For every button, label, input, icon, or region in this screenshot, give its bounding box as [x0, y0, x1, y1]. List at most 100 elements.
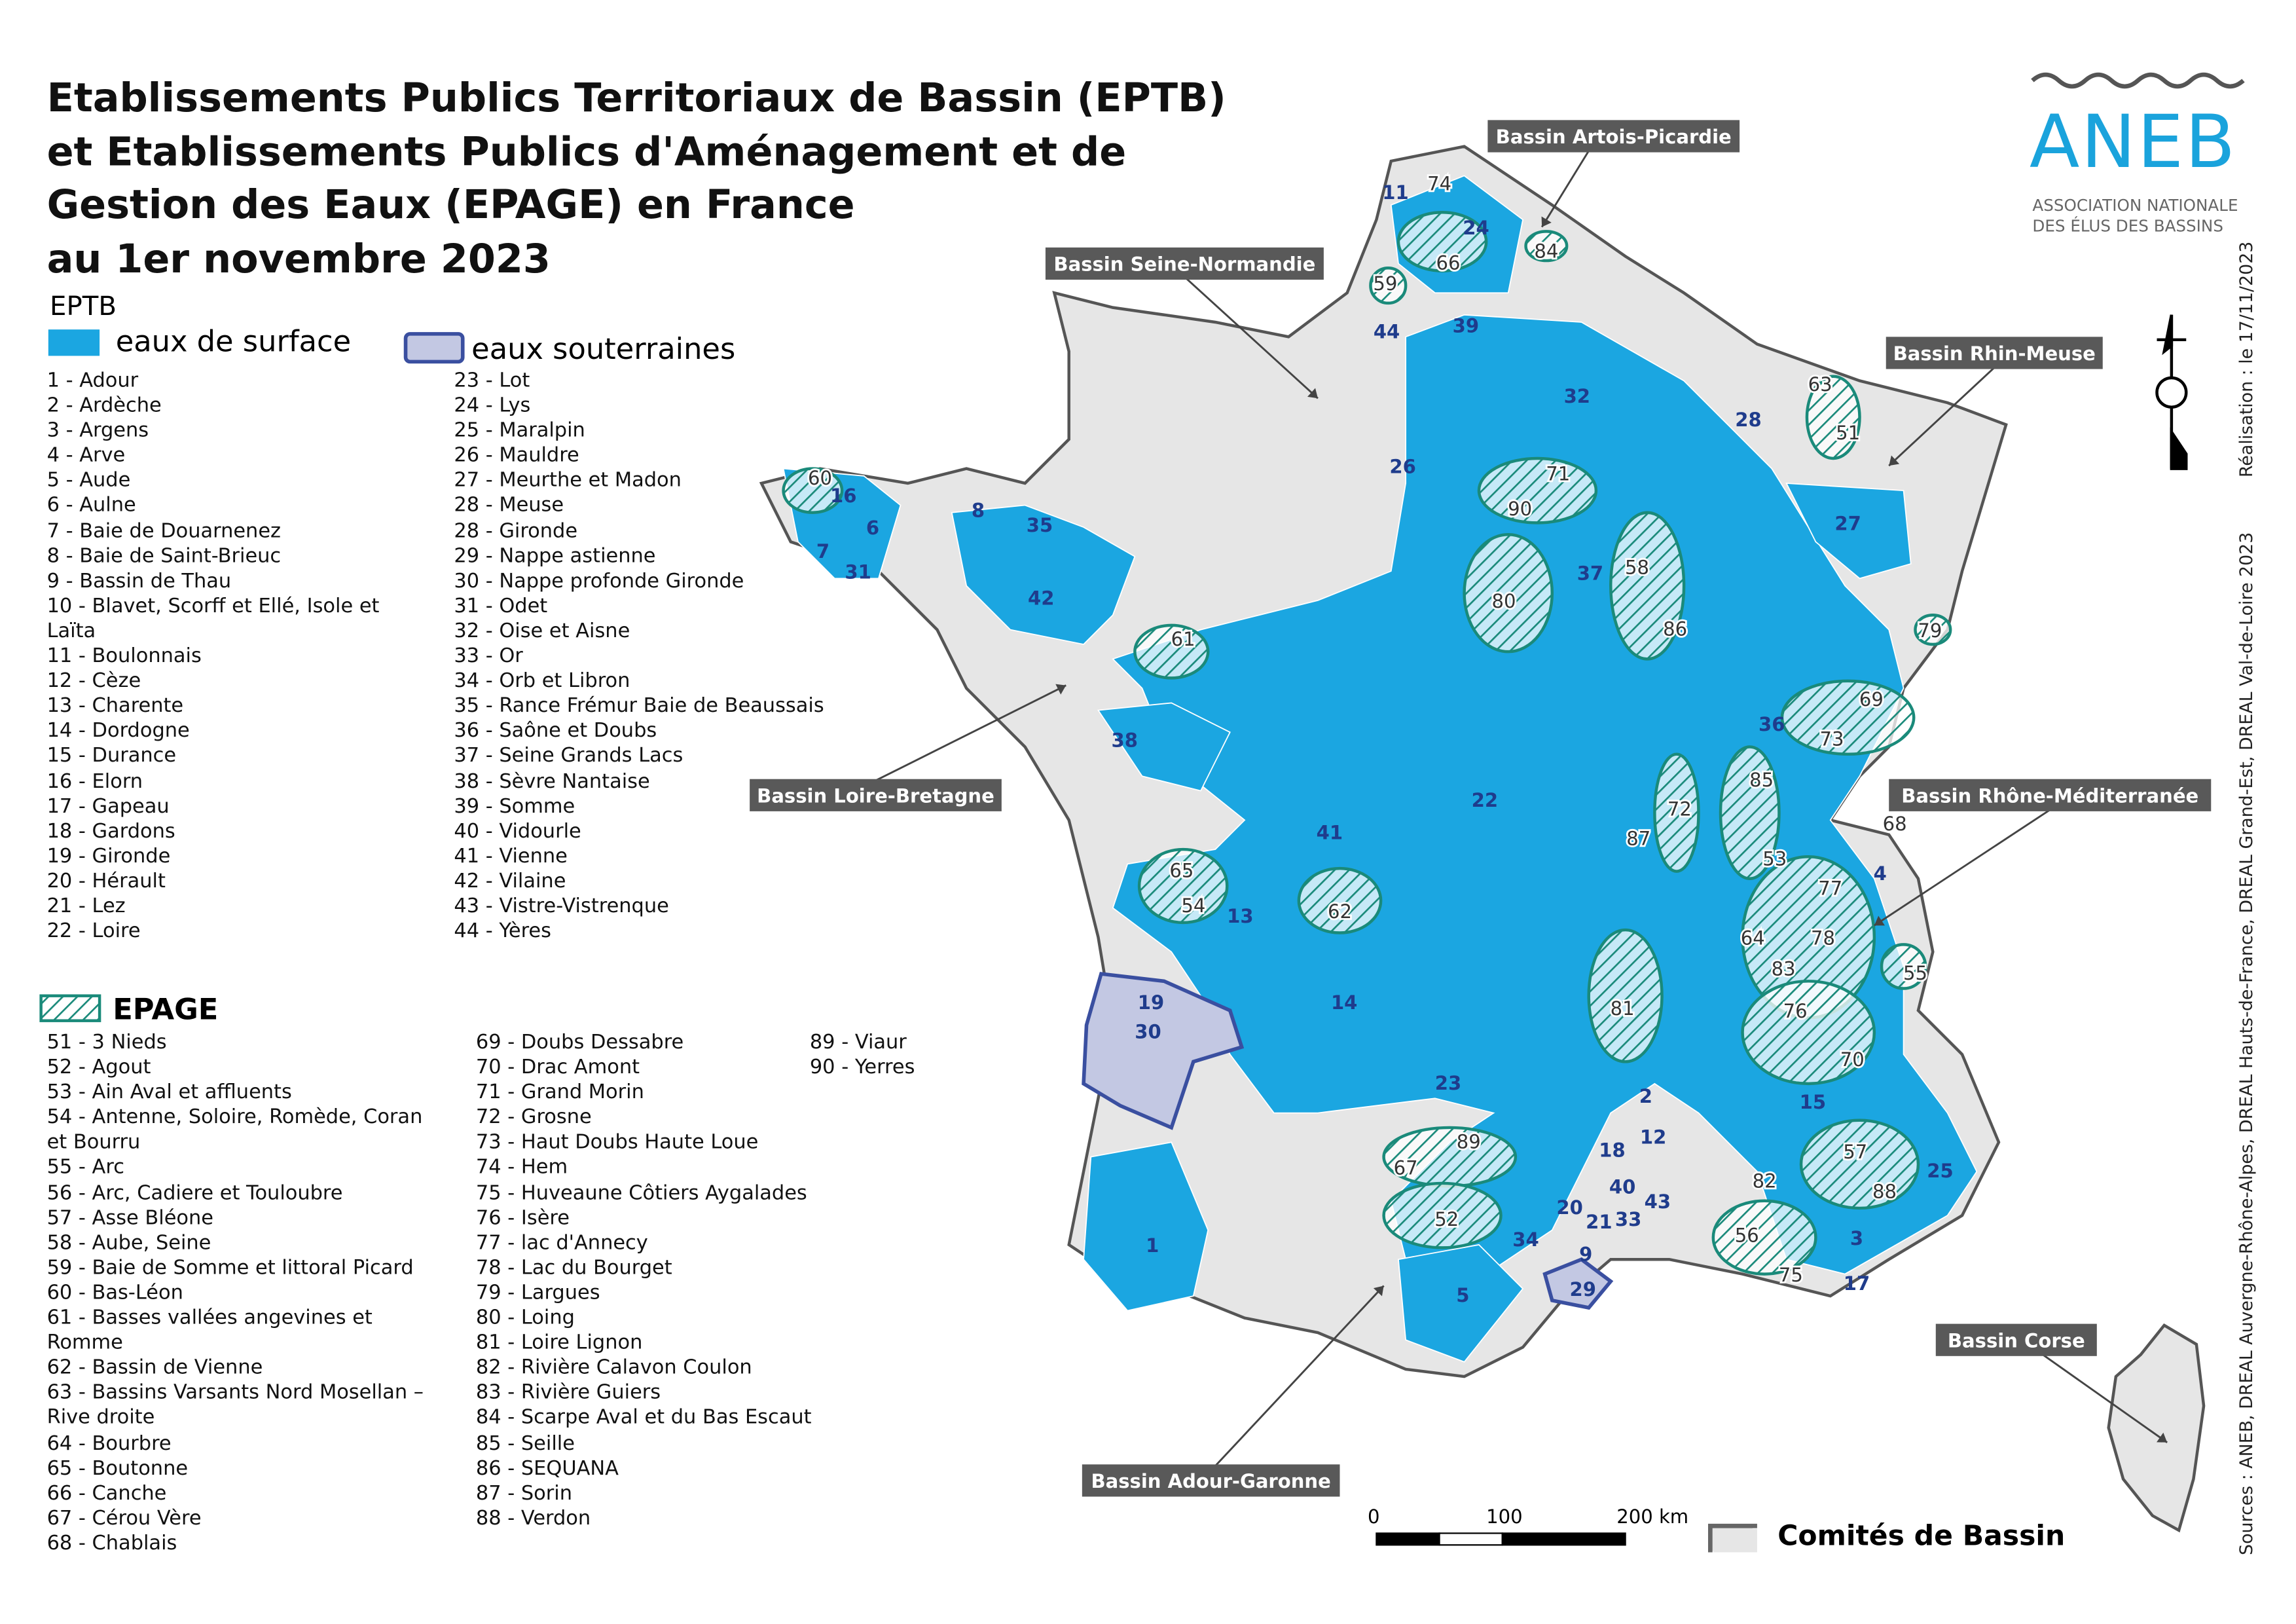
logo-sub: ASSOCIATION NATIONALE DES ÉLUS DES BASSI… [2032, 196, 2238, 236]
map-label: 2 [1639, 1085, 1652, 1107]
legend-item: 57 - Asse Bléone [46, 1206, 214, 1230]
map-label: 27 [1834, 513, 1861, 535]
legend-item: 19 - Gironde [46, 844, 171, 868]
legend-item: 56 - Arc, Cadiere et Touloubre [46, 1181, 343, 1205]
map-label: 14 [1331, 991, 1357, 1014]
legend-item: 15 - Durance [46, 744, 177, 768]
map-label: 79 [1918, 619, 1942, 642]
map-label: 25 [1927, 1160, 1953, 1182]
map-label: 38 [1111, 729, 1137, 752]
legend-item: 75 - Huveaune Côtiers Aygalades [475, 1181, 807, 1205]
map-label: 54 [1181, 895, 1205, 917]
legend-item: 1 - Adour [46, 369, 139, 393]
legend-item: 30 - Nappe profonde Gironde [454, 569, 744, 593]
map-label: 20 [1556, 1196, 1582, 1219]
map-label: 40 [1609, 1176, 1635, 1198]
legend-item: 82 - Rivière Calavon Coulon [475, 1356, 752, 1380]
epage-list: 51 - 3 Nieds 52 - Agout 53 - Ain Aval et a… [47, 1031, 445, 1557]
logo-waves [2031, 72, 2245, 89]
map-label: 52 [1434, 1208, 1459, 1230]
map-label: 76 [1783, 1000, 1808, 1022]
map-label: 31 [845, 561, 871, 583]
legend-item: 16 - Elorn [46, 769, 143, 793]
map-label: 90 [1508, 498, 1532, 520]
map-label: 85 [1749, 769, 1774, 791]
callout-arrow [1874, 915, 1885, 926]
map-label: 19 [1138, 991, 1164, 1014]
map-label: 3 [1850, 1227, 1863, 1249]
legend-item: 22 - Loire [46, 919, 141, 944]
legend-item: 73 - Haut Doubs Haute Loue [475, 1131, 759, 1155]
callout-line [2042, 1354, 2168, 1443]
map-label: 8 [972, 499, 985, 521]
callout-box [1889, 779, 2212, 811]
map-label: 53 [1762, 848, 1787, 870]
callout-box [1886, 337, 2103, 369]
scale-label: 0 [1367, 1507, 1380, 1529]
legend-item: 78 - Lac du Bourget [475, 1256, 672, 1280]
map-label: 82 [1753, 1170, 1777, 1192]
callout-line [1214, 1285, 1385, 1467]
epage-list: 89 - Viaur 90 - Yerres [810, 1031, 985, 1080]
legend-surface: eaux de surface [115, 323, 352, 359]
legend-item: 18 - Gardons [46, 819, 175, 843]
map-label: 17 [1844, 1272, 1870, 1295]
map-label: 60 [808, 467, 832, 489]
legend-item: 12 - Cèze [46, 669, 141, 693]
map-label: 29 [1570, 1278, 1596, 1301]
legend-item: 66 - Canche [46, 1481, 167, 1505]
legend-item: 43 - Vistre-Vistrenque [454, 895, 669, 919]
legend-item: 38 - Sèvre Nantaise [454, 769, 650, 793]
credit: Réalisation : le 17/11/2023 [2236, 241, 2257, 478]
scale-label: 100 [1486, 1507, 1523, 1529]
legend-item: 77 - lac d'Annecy [475, 1231, 648, 1255]
legend-item: 44 - Yères [454, 919, 551, 944]
legend-item: 59 - Baie de Somme et littoral Picard [46, 1256, 414, 1280]
legend-item: 11 - Boulonnais [46, 644, 202, 668]
map-label: 7 [816, 540, 829, 563]
legend-item: 34 - Orb et Libron [454, 669, 630, 693]
map-label: 42 [1028, 587, 1054, 610]
legend-item: 62 - Bassin de Vienne [46, 1356, 263, 1380]
corsica [2107, 1323, 2206, 1533]
legend-item: 71 - Grand Morin [475, 1080, 644, 1105]
legend-item: 3 - Argens [46, 419, 149, 443]
eptb-ground [1082, 972, 1245, 1130]
legend-surface-swatch [48, 329, 100, 356]
map-label: 51 [1836, 422, 1860, 444]
map-label: 1 [1146, 1234, 1159, 1257]
callout-arrow [1373, 1285, 1384, 1297]
eptb-heading: EPTB [50, 291, 117, 322]
epage-list: 69 - Doubs Dessabre 70 - Drac Amont 71 - G… [476, 1031, 812, 1532]
legend-item: 70 - Drac Amont [475, 1056, 640, 1080]
legend-item: 20 - Hérault [46, 870, 166, 893]
callout-box [750, 779, 1002, 811]
callout-box [1487, 120, 1740, 153]
map-label: 71 [1546, 463, 1570, 485]
legend-ground-swatch [403, 332, 465, 364]
map-label: 37 [1577, 563, 1603, 585]
legend-item: 25 - Maralpin [454, 419, 585, 443]
callout-line [1540, 150, 1590, 228]
map-label: 36 [1758, 713, 1785, 735]
legend-item: 6 - Aulne [46, 494, 136, 518]
legend-item: 41 - Vienne [454, 844, 568, 868]
legend-item: 21 - Lez [46, 895, 126, 919]
map-label: 5 [1456, 1284, 1469, 1306]
map-label: 70 [1840, 1048, 1865, 1071]
legend-item: 9 - Bassin de Thau [46, 569, 232, 593]
map-label: 33 [1615, 1208, 1641, 1230]
legend-item: 76 - Isère [475, 1206, 570, 1230]
legend-item: 72 - Grosne [475, 1106, 592, 1130]
title-line: Etablissements Publics Territoriaux de B… [46, 76, 1226, 122]
legend-item: 28 - Meuse [454, 494, 564, 518]
sources: Sources : ANEB, DREAL Auvergne-Rhône-Alp… [2236, 532, 2257, 1555]
legend-item: 35 - Rance Frémur Baie de Beaussais [454, 694, 824, 718]
callout-arrow [1055, 684, 1066, 695]
epage-areas [782, 211, 1952, 1276]
map-label: 83 [1772, 957, 1796, 980]
legend-item: 53 - Ain Aval et affluents [46, 1080, 292, 1105]
legend-item: 10 - Blavet, Scorff et Ellé, Isole et La… [46, 594, 380, 643]
legend-epage-swatch [39, 994, 101, 1022]
